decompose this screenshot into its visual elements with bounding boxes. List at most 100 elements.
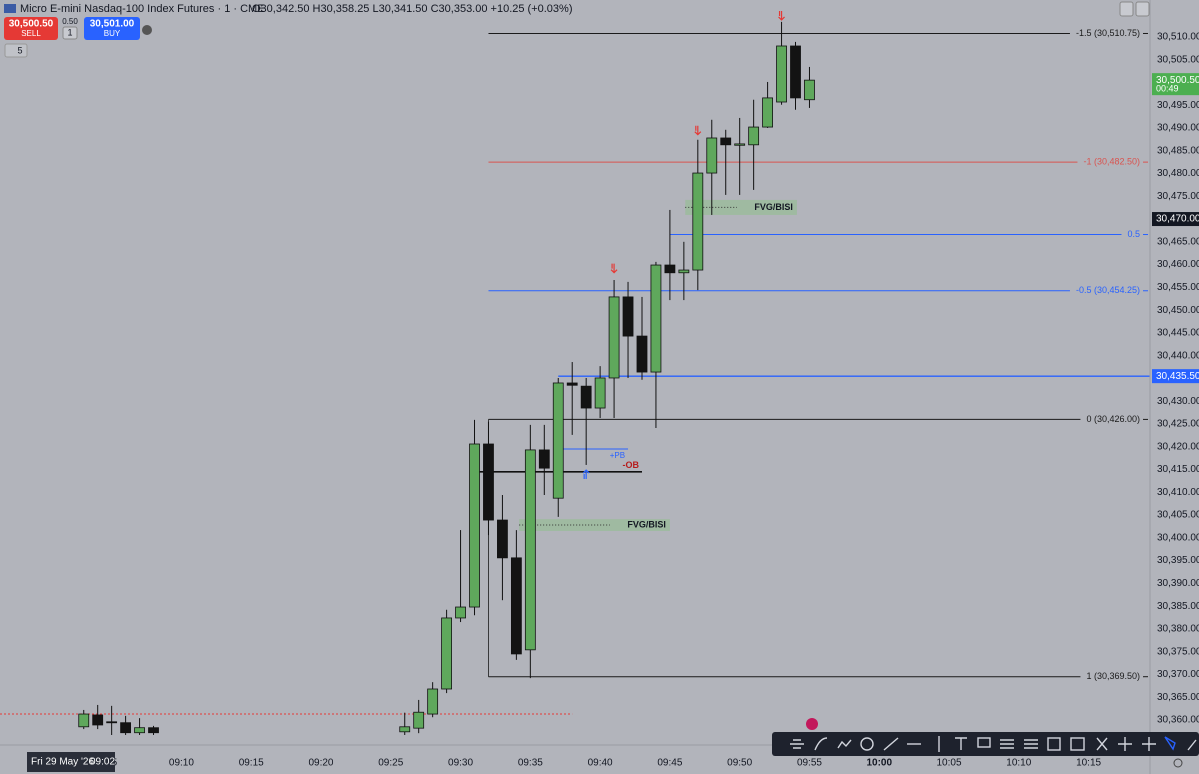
candle-body <box>106 721 118 724</box>
symbol: Micro E-mini Nasdaq-100 Index Futures · … <box>20 3 265 15</box>
level-label: 0.5 <box>1127 229 1140 239</box>
x-tick-label: 09:15 <box>239 758 264 769</box>
tool-icon[interactable] <box>814 737 828 751</box>
price-marker-label: 30,435.50 <box>1156 371 1199 382</box>
buy-label: BUY <box>104 29 121 38</box>
tool-icon[interactable] <box>1118 737 1132 751</box>
y-tick-label: 30,405.00 <box>1157 510 1199 521</box>
tool-icon[interactable] <box>977 737 991 748</box>
y-tick-label: 30,360.00 <box>1157 715 1199 726</box>
sell-button[interactable] <box>4 17 58 40</box>
y-tick-label: 30,420.00 <box>1157 441 1199 452</box>
candle-body <box>78 713 90 728</box>
y-tick-label: 30,460.00 <box>1157 259 1199 270</box>
level-label: -0.5 (30,454.25) <box>1076 285 1140 295</box>
tool-icon[interactable] <box>790 739 804 749</box>
time-axis: 0509:1009:1509:2009:2509:3009:3509:4009:… <box>106 758 1101 769</box>
sell-label: SELL <box>21 29 41 38</box>
price-marker <box>1152 212 1199 227</box>
candle-body <box>720 137 732 146</box>
candle-body <box>748 126 760 146</box>
candle-body <box>580 385 592 409</box>
candle-body <box>552 382 564 499</box>
tool-icon[interactable] <box>860 737 874 751</box>
level-label: -1.5 (30,510.75) <box>1076 28 1140 38</box>
y-tick-label: 30,445.00 <box>1157 328 1199 339</box>
candle-body <box>804 79 815 101</box>
candle-body <box>678 269 690 274</box>
y-tick-label: 30,510.00 <box>1157 32 1199 43</box>
y-tick-label: 30,385.00 <box>1157 601 1199 612</box>
candle-body <box>650 264 662 373</box>
candle-body <box>524 449 536 651</box>
buy-price: 30,501.00 <box>90 19 135 30</box>
candle-body <box>706 137 718 174</box>
y-tick-label: 30,450.00 <box>1157 305 1199 316</box>
x-tick-label: 09:25 <box>378 758 403 769</box>
candle-body <box>692 172 704 271</box>
tool-icon[interactable] <box>955 737 967 750</box>
y-tick-label: 30,365.00 <box>1157 692 1199 703</box>
candle-body <box>734 143 746 146</box>
tool-icon[interactable] <box>1024 739 1038 749</box>
tool-icon[interactable] <box>1000 739 1014 749</box>
scroll-button[interactable] <box>1119 1 1134 17</box>
date-label: Fri 29 May '26 <box>31 757 94 768</box>
y-tick-label: 30,505.00 <box>1157 54 1199 65</box>
level-label: -1 (30,482.50) <box>1083 156 1140 166</box>
candle-body <box>455 606 466 619</box>
level-label: 0 (30,426.00) <box>1086 414 1140 424</box>
y-tick-label: 30,415.00 <box>1157 464 1199 475</box>
tool-icon[interactable] <box>1047 737 1061 751</box>
drawing-toolbar <box>772 732 1199 756</box>
tool-icon[interactable] <box>883 737 899 751</box>
fvg-label: FVG/BISI <box>754 202 793 212</box>
indicators-toggle[interactable] <box>4 43 28 58</box>
candle-body <box>636 335 648 373</box>
candle-body <box>92 714 104 726</box>
sell-price: 30,500.50 <box>9 19 54 30</box>
candle-body <box>469 443 480 608</box>
candle-body <box>399 726 411 733</box>
qty-box[interactable] <box>62 26 78 40</box>
signal-arrow <box>610 263 618 274</box>
toolbar-bg <box>772 732 1199 756</box>
tool-icon[interactable] <box>1142 737 1156 751</box>
info-icon[interactable] <box>142 25 152 35</box>
y-tick-label: 30,495.00 <box>1157 100 1199 111</box>
candle-body <box>790 45 801 99</box>
tool-icon[interactable] <box>837 739 852 749</box>
candle-body <box>441 617 453 690</box>
mark-label: -OB <box>622 460 639 470</box>
settings-icon[interactable] <box>1173 758 1183 768</box>
signal-arrow <box>694 125 702 136</box>
y-tick-label: 30,490.00 <box>1157 123 1199 134</box>
y-tick-label: 30,375.00 <box>1157 646 1199 657</box>
fvg-zone <box>685 199 797 215</box>
candle-body <box>120 722 132 734</box>
candle-body <box>762 97 773 128</box>
candle-body <box>148 727 159 734</box>
x-tick-label: 10:10 <box>1006 758 1031 769</box>
x-tick-label: 09:45 <box>657 758 682 769</box>
price-marker <box>1152 369 1199 384</box>
fvg-label: FVG/BISI <box>627 519 666 529</box>
tool-icon[interactable] <box>1096 737 1108 751</box>
alert-icon[interactable] <box>806 718 818 730</box>
tool-icon[interactable] <box>1070 737 1085 751</box>
qty: 1 <box>67 27 72 37</box>
buy-button[interactable] <box>84 17 140 40</box>
indicators-count: 5 <box>17 45 22 55</box>
candle-body <box>566 382 578 386</box>
tool-icon[interactable] <box>1164 736 1176 751</box>
menu-button[interactable] <box>1135 1 1150 17</box>
y-tick-label: 30,370.00 <box>1157 669 1199 680</box>
candle-body <box>134 727 145 734</box>
x-tick-label: 10:00 <box>866 758 892 769</box>
y-tick-label: 30,475.00 <box>1157 191 1199 202</box>
y-tick-label: 30,480.00 <box>1157 168 1199 179</box>
y-tick-label: 30,465.00 <box>1157 236 1199 247</box>
price-marker-label: 30,470.00 <box>1156 214 1199 225</box>
candle-body <box>497 519 508 559</box>
tool-icon[interactable] <box>1187 739 1197 751</box>
